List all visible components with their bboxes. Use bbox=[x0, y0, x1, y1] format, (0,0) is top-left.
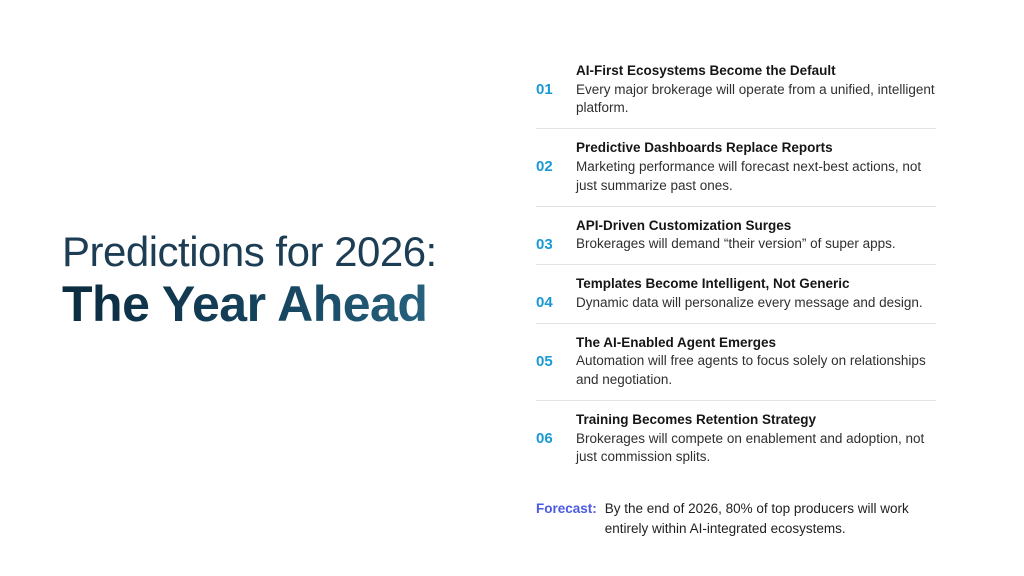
prediction-number-3: 03 bbox=[536, 235, 553, 253]
prediction-number-6: 06 bbox=[536, 430, 553, 448]
prediction-body-5: Automation will free agents to focus sol… bbox=[576, 353, 926, 388]
prediction-heading-2: Predictive Dashboards Replace Reports bbox=[576, 140, 833, 156]
prediction-content-1: AI-First Ecosystems Become the Default E… bbox=[576, 61, 936, 118]
slide-title-line1: Predictions for 2026: bbox=[62, 228, 437, 275]
prediction-heading-3: API-Driven Customization Surges bbox=[576, 217, 792, 233]
prediction-item-3: 03 API-Driven Customization Surges Broke… bbox=[536, 205, 936, 265]
predictions-list: 01 AI-First Ecosystems Become the Defaul… bbox=[536, 52, 936, 539]
title-block: Predictions for 2026: The Year Ahead bbox=[62, 228, 502, 334]
prediction-item-6: 06 Training Becomes Retention Strategy B… bbox=[536, 400, 936, 477]
prediction-heading-5: The AI-Enabled Agent Emerges bbox=[576, 334, 777, 350]
prediction-item-1: 01 AI-First Ecosystems Become the Defaul… bbox=[536, 52, 936, 128]
prediction-item-5: 05 The AI-Enabled Agent Emerges Automati… bbox=[536, 322, 936, 400]
slide-title-line2-wrap: The Year Ahead bbox=[62, 276, 502, 334]
prediction-body-1: Every major brokerage will operate from … bbox=[576, 81, 935, 116]
prediction-heading-1: AI-First Ecosystems Become the Default bbox=[576, 63, 836, 78]
prediction-number-1: 01 bbox=[536, 81, 553, 98]
prediction-body-2: Marketing performance will forecast next… bbox=[576, 158, 922, 193]
forecast-text: By the end of 2026, 80% of top producers… bbox=[604, 501, 909, 536]
prediction-heading-4: Templates Become Intelligent, Not Generi… bbox=[576, 276, 850, 292]
forecast-label: Forecast: bbox=[536, 501, 597, 517]
forecast: Forecast: By the end of 2026, 80% of top… bbox=[536, 499, 936, 538]
prediction-number-4: 04 bbox=[536, 294, 553, 312]
slide-title-line2: The Year Ahead bbox=[62, 276, 428, 333]
prediction-number-2: 02 bbox=[536, 158, 553, 176]
prediction-body-3: Brokerages will demand “their version” o… bbox=[576, 236, 896, 252]
prediction-content-4: Templates Become Intelligent, Not Generi… bbox=[576, 274, 936, 312]
prediction-content-3: API-Driven Customization Surges Brokerag… bbox=[576, 216, 936, 254]
prediction-item-2: 02 Predictive Dashboards Replace Reports… bbox=[536, 128, 936, 205]
prediction-item-4: 04 Templates Become Intelligent, Not Gen… bbox=[536, 264, 936, 323]
prediction-heading-6: Training Becomes Retention Strategy bbox=[576, 412, 817, 428]
prediction-content-6: Training Becomes Retention Strategy Brok… bbox=[576, 410, 936, 467]
prediction-body-6: Brokerages will compete on enablement an… bbox=[576, 430, 925, 465]
prediction-content-2: Predictive Dashboards Replace Reports Ma… bbox=[576, 138, 936, 195]
prediction-content-5: The AI-Enabled Agent Emerges Automation … bbox=[576, 333, 936, 390]
prediction-body-4: Dynamic data will personalize every mess… bbox=[576, 294, 923, 310]
prediction-number-5: 05 bbox=[536, 352, 553, 370]
